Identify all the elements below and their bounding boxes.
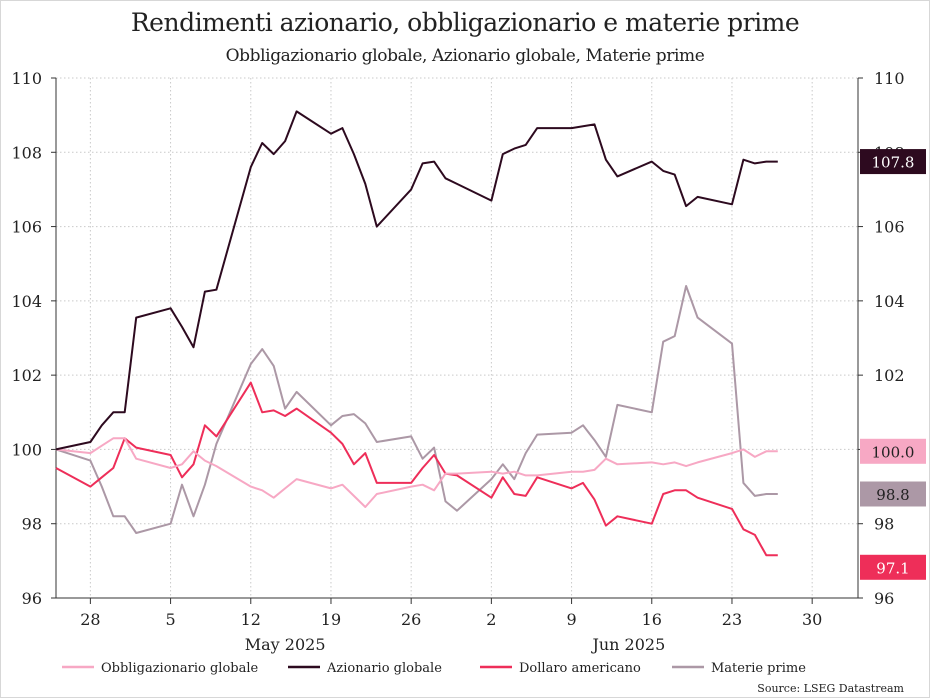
last-value-label-obbligazionario-globale: 100.0 <box>872 443 915 461</box>
y-tick-label-left: 110 <box>11 69 42 88</box>
last-value-label-dollaro-americano: 97.1 <box>876 559 909 577</box>
y-tick-label-right: 104 <box>874 292 905 311</box>
chart-subtitle: Obbligazionario globale, Azionario globa… <box>225 46 705 66</box>
x-tick-label: 16 <box>642 610 662 629</box>
x-tick-label: 19 <box>321 610 341 629</box>
x-tick-label: 26 <box>401 610 421 629</box>
last-value-tag-azionario-globale <box>860 149 926 175</box>
x-tick-label: 28 <box>80 610 100 629</box>
last-value-tag-dollaro-americano <box>860 554 926 580</box>
y-tick-label-left: 96 <box>22 589 42 608</box>
y-tick-label-left: 100 <box>11 440 42 459</box>
series-line-obbligazionario-globale <box>55 437 778 508</box>
legend-label-dollaro-americano: Dollaro americano <box>519 661 641 676</box>
y-tick-label-left: 104 <box>11 292 42 311</box>
x-tick-label: 30 <box>802 610 822 629</box>
legend-label-azionario-globale: Azionario globale <box>326 661 442 676</box>
month-label-jun: Jun 2025 <box>590 635 665 654</box>
series-line-dollaro-americano <box>55 381 778 557</box>
y-tick-label-left: 106 <box>11 218 42 237</box>
legend-label-obbligazionario-globale: Obbligazionario globale <box>101 661 259 676</box>
y-tick-label-left: 102 <box>11 366 42 385</box>
x-tick-label: 9 <box>566 610 576 629</box>
y-tick-label-right: 102 <box>874 366 905 385</box>
last-value-tag-obbligazionario-globale <box>860 438 926 464</box>
x-tick-label: 2 <box>486 610 496 629</box>
month-label-may: May 2025 <box>245 635 326 654</box>
x-tick-label: 12 <box>241 610 261 629</box>
last-value-label-azionario-globale: 107.8 <box>872 154 915 172</box>
source-note: Source: LSEG Datastream <box>757 682 904 695</box>
y-tick-label-left: 108 <box>11 143 42 162</box>
series-line-materie-prime <box>55 285 778 534</box>
x-tick-label: 5 <box>165 610 175 629</box>
x-tick-label: 23 <box>722 610 742 629</box>
y-tick-label-right: 96 <box>874 589 894 608</box>
series-line-azionario-globale <box>55 110 778 451</box>
y-tick-label-right: 98 <box>874 515 894 534</box>
chart-title: Rendimenti azionario, obbligazionario e … <box>130 8 800 37</box>
legend-label-materie-prime: Materie prime <box>711 661 806 676</box>
y-tick-label-right: 110 <box>874 69 905 88</box>
last-value-label-materie-prime: 98.8 <box>876 486 909 504</box>
y-tick-label-left: 98 <box>22 515 42 534</box>
y-tick-label-right: 106 <box>874 218 905 237</box>
last-value-tag-materie-prime <box>860 481 926 507</box>
